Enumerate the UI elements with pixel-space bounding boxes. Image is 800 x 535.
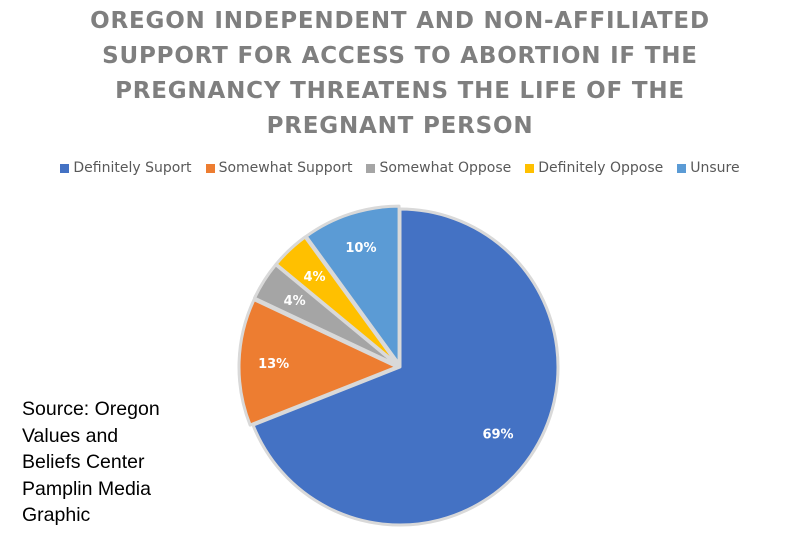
- pie-slice: [251, 207, 560, 527]
- title-line: PREGNANCY THREATENS THE LIFE OF THE: [115, 78, 685, 104]
- source-line: Source: Oregon: [22, 398, 160, 420]
- source-line: Values and: [22, 424, 119, 447]
- legend-swatch: [366, 163, 376, 173]
- legend-label: Unsure: [690, 160, 740, 176]
- source-note: Source: Oregon Values and Beliefs Center…: [22, 396, 182, 529]
- legend-label: Somewhat Oppose: [379, 160, 512, 176]
- data-label: 13%: [258, 357, 289, 372]
- legend-item: Definitely Suport: [60, 160, 192, 176]
- legend-label: Somewhat Support: [218, 160, 353, 176]
- legend-label: Definitely Oppose: [538, 160, 664, 176]
- source-line: Beliefs Center: [22, 451, 145, 473]
- title-line: OREGON INDEPENDENT AND NON-AFFILIATED: [90, 8, 710, 34]
- title-line: SUPPORT FOR ACCESS TO ABORTION IF THE: [102, 43, 698, 69]
- legend-swatch: [60, 163, 70, 173]
- data-label: 4%: [284, 294, 306, 309]
- legend-swatch: [677, 163, 687, 173]
- data-label: 4%: [304, 270, 326, 285]
- legend-item: Somewhat Oppose: [366, 160, 511, 176]
- chart-legend: Definitely Suport Somewhat Support Somewha…: [0, 160, 800, 176]
- pie-slice: [304, 204, 401, 366]
- legend-item: Unsure: [677, 160, 740, 176]
- source-line: Graphic: [22, 504, 91, 526]
- legend-swatch: [205, 163, 215, 173]
- legend-swatch: [525, 163, 535, 173]
- legend-item: Definitely Oppose: [525, 160, 663, 176]
- source-line: Pamplin Media: [22, 477, 151, 500]
- data-label: 69%: [482, 428, 513, 443]
- data-label: 10%: [345, 241, 376, 256]
- title-line: PREGNANT PERSON: [266, 113, 534, 139]
- chart-title: OREGON INDEPENDENT AND NON-AFFILIATED SU…: [60, 4, 740, 144]
- pie-slice: [237, 298, 399, 427]
- legend-label: Definitely Suport: [73, 160, 192, 176]
- legend-item: Somewhat Support: [205, 160, 353, 176]
